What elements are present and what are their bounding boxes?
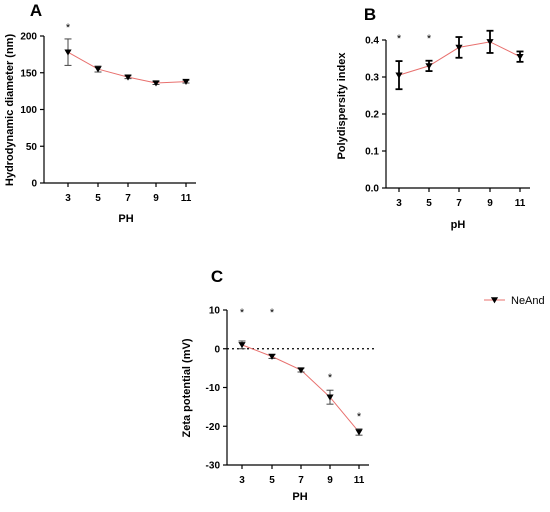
panel-a-y-tick-label: 50 (26, 142, 38, 153)
panel-a-data-point (152, 80, 160, 87)
panel-c-x-tick-label: 5 (269, 475, 275, 486)
panel-b-y-tick-label: 0.0 (365, 184, 379, 195)
panel-a-x-tick-label: 7 (125, 193, 131, 204)
panel-a-x-tick-label: 5 (95, 193, 101, 204)
panel-b-x-tick-label: 11 (515, 198, 526, 209)
panel-c-x-tick-label: 3 (239, 475, 245, 486)
panel-c-y-tick-label: 10 (209, 306, 221, 317)
panel-b-data-point (486, 39, 494, 46)
panel-c-significance-marker: * (357, 411, 362, 423)
panel-c-data-point (238, 342, 246, 349)
panel-b-y-tick-label: 0.4 (365, 36, 379, 47)
panel-a-y-axis-title: Hydrodynamic diameter (nm) (4, 34, 16, 187)
panel-b-data-point (516, 53, 524, 61)
panel-c-legend-label: NeAnd (511, 295, 545, 307)
panel-b-y-tick-label: 0.3 (365, 73, 379, 84)
panel-c-series-line (241, 344, 360, 433)
panel-b-data-point (425, 63, 433, 70)
panel-c-legend-marker (490, 297, 499, 304)
panel-c-data-point (268, 353, 276, 360)
panel-b-y-axis-title: Polydispersity index (336, 52, 348, 160)
panel-b-y-tick-label: 0.1 (365, 147, 379, 158)
panel-c-y-axis-title: Zeta potential (mV) (181, 338, 193, 437)
panel-b-x-tick-label: 5 (426, 198, 432, 209)
panel-a-y-tick-label: 100 (20, 105, 37, 116)
panel-a-y-tick-label: 150 (20, 68, 37, 79)
panel-a-x-tick-label: 9 (153, 193, 159, 204)
panel-a-x-axis-title: PH (118, 213, 133, 225)
panel-b-x-axis-title: pH (451, 219, 466, 231)
panel-c-data-point (326, 394, 334, 401)
panel-c-significance-marker: * (240, 307, 245, 319)
panel-c-y-tick-label: -10 (206, 383, 221, 394)
panel-a-y-tick-label: 0 (31, 179, 37, 190)
panel-a-data-point (64, 49, 72, 56)
panel-a-data-point (182, 78, 190, 85)
panel-c-letter: C (211, 267, 223, 286)
panel-c-x-tick-label: 11 (354, 475, 365, 486)
panel-a-x-tick-label: 3 (65, 193, 71, 204)
panel-b-significance-marker: * (397, 33, 402, 45)
panel-c-x-tick-label: 7 (298, 475, 304, 486)
panel-b-significance-marker: * (427, 33, 432, 45)
panel-c-x-tick-label: 9 (327, 475, 333, 486)
panel-b-x-tick-label: 7 (456, 198, 462, 209)
panel-b-data-point (455, 44, 463, 51)
panel-a-data-point (124, 74, 132, 81)
panel-c-significance-marker: * (270, 307, 275, 319)
panel-b-x-tick-label: 3 (396, 198, 402, 209)
panel-c-y-tick-label: -30 (206, 461, 221, 472)
panel-c-significance-marker: * (328, 372, 333, 384)
panel-c-data-point (297, 367, 305, 374)
panel-c-y-tick-label: -20 (206, 422, 221, 433)
panel-c-y-tick-label: 0 (214, 344, 220, 355)
panel-a-y-tick-label: 200 (20, 32, 37, 43)
panel-c-data-point (355, 429, 363, 436)
panel-a-letter: A (30, 1, 42, 20)
panel-b-x-tick-label: 9 (487, 198, 493, 209)
panel-a-significance-marker: * (66, 22, 71, 34)
panel-a-x-tick-label: 11 (181, 193, 192, 204)
panel-a-data-point (94, 66, 102, 73)
panel-b-y-tick-label: 0.2 (365, 110, 379, 121)
panel-b-data-point (395, 72, 403, 79)
panel-c-x-axis-title: PH (292, 491, 307, 503)
panel-b-letter: B (364, 5, 376, 24)
